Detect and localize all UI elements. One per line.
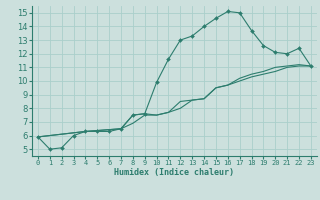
X-axis label: Humidex (Indice chaleur): Humidex (Indice chaleur) <box>115 168 234 177</box>
